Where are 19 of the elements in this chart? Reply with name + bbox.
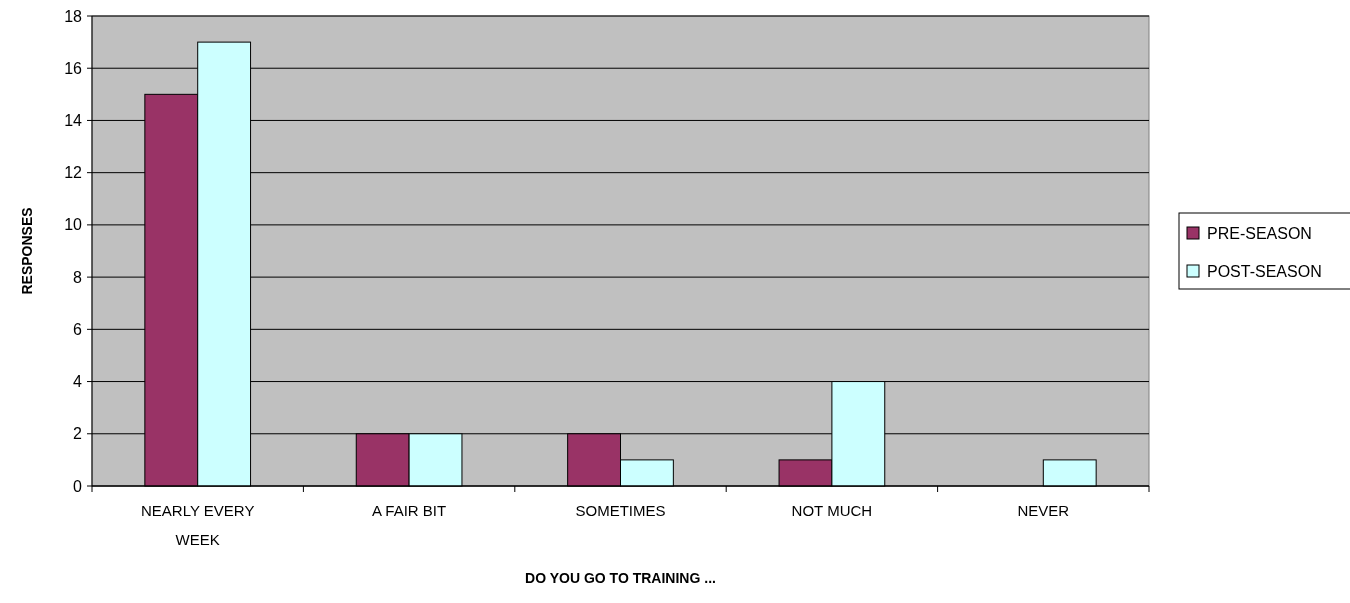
y-tick-label: 16 — [64, 59, 83, 77]
y-tick-label: 10 — [64, 216, 83, 234]
x-tick-label: NEARLY EVERY WEEK — [141, 502, 255, 548]
y-tick-label: 14 — [64, 112, 83, 130]
y-tick-label: 6 — [73, 320, 83, 338]
y-tick-label: 8 — [73, 268, 83, 286]
x-tick-label: NEVER — [1017, 502, 1070, 519]
legend-label: PRE-SEASON — [1207, 224, 1312, 242]
y-tick-label: 18 — [64, 7, 83, 25]
x-tick-label: NOT MUCH — [791, 502, 873, 519]
y-axis-title: RESPONSES — [19, 207, 35, 295]
legend-label: POST-SEASON — [1207, 262, 1322, 280]
x-tick-label: SOMETIMES — [575, 502, 666, 519]
x-axis-title: DO YOU GO TO TRAINING ... — [525, 570, 716, 586]
y-tick-label: 4 — [73, 373, 83, 391]
y-tick-label: 0 — [73, 477, 83, 495]
y-tick-label: 12 — [64, 164, 83, 182]
x-tick-label: A FAIR BIT — [372, 502, 447, 519]
y-tick-label: 2 — [73, 425, 83, 443]
